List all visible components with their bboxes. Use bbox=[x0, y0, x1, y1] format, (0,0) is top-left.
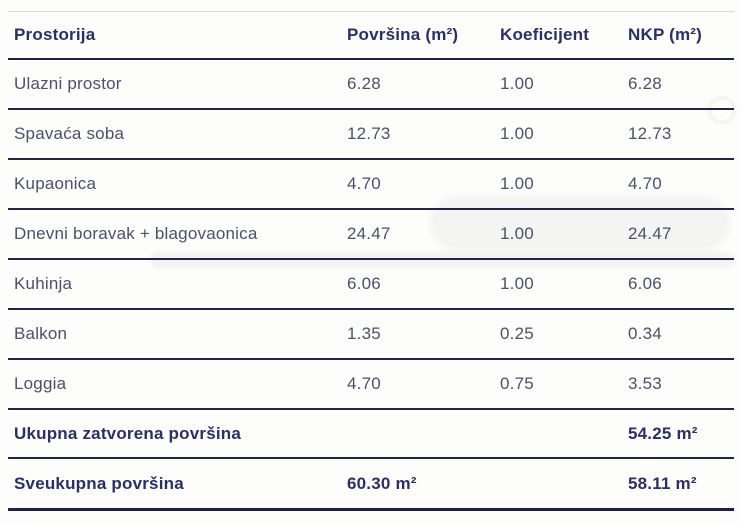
nkp-cell: 0.34 bbox=[628, 324, 662, 343]
area-cell: 1.35 bbox=[347, 324, 381, 343]
nkp-cell: 12.73 bbox=[628, 124, 672, 143]
column-header-area: Površina (m²) bbox=[347, 25, 459, 44]
table-row: Loggia 4.70 0.75 3.53 bbox=[8, 360, 734, 410]
room-name-cell: Kupaonica bbox=[14, 174, 97, 193]
area-cell: 12.73 bbox=[347, 124, 391, 143]
table-row: Ulazni prostor 6.28 1.00 6.28 bbox=[8, 60, 734, 110]
nkp-cell: 24.47 bbox=[628, 224, 672, 243]
grand-total-row: Sveukupna površina 60.30 m² 58.11 m² bbox=[8, 459, 734, 511]
room-name-cell: Dnevni boravak + blagovaonica bbox=[14, 224, 258, 243]
area-cell: 4.70 bbox=[347, 174, 381, 193]
area-cell: 24.47 bbox=[347, 224, 391, 243]
room-name-cell: Spavaća soba bbox=[14, 124, 125, 143]
nkp-cell: 3.53 bbox=[628, 374, 662, 393]
coefficient-cell: 1.00 bbox=[500, 224, 534, 243]
nkp-total-value: 54.25 m² bbox=[628, 423, 698, 443]
coefficient-cell: 1.00 bbox=[500, 124, 534, 143]
coefficient-cell: 1.00 bbox=[500, 274, 534, 293]
room-name-cell: Balkon bbox=[14, 324, 68, 343]
coefficient-cell: 1.00 bbox=[500, 174, 534, 193]
nkp-cell: 4.70 bbox=[628, 174, 662, 193]
room-name-cell: Loggia bbox=[14, 374, 67, 393]
column-header-nkp: NKP (m²) bbox=[628, 25, 703, 44]
nkp-total-value: 58.11 m² bbox=[628, 473, 697, 493]
rooms-table: Prostorija Površina (m²) Koeficijent NKP… bbox=[8, 11, 734, 511]
room-name-cell: Kuhinja bbox=[14, 274, 73, 293]
table-header-row: Prostorija Površina (m²) Koeficijent NKP… bbox=[8, 12, 734, 60]
area-cell: 4.70 bbox=[347, 374, 381, 393]
table-row: Kuhinja 6.06 1.00 6.06 bbox=[8, 260, 734, 310]
total-label: Ukupna zatvorena površina bbox=[14, 423, 242, 443]
coefficient-cell: 1.00 bbox=[500, 74, 534, 93]
area-cell: 6.28 bbox=[347, 74, 381, 93]
nkp-cell: 6.28 bbox=[628, 74, 662, 93]
area-cell: 6.06 bbox=[347, 274, 381, 293]
area-total-value: 60.30 m² bbox=[347, 473, 417, 493]
table-row: Kupaonica 4.70 1.00 4.70 bbox=[8, 160, 734, 210]
total-label: Sveukupna površina bbox=[14, 473, 184, 493]
table-row: Balkon 1.35 0.25 0.34 bbox=[8, 310, 734, 360]
coefficient-cell: 0.75 bbox=[500, 374, 534, 393]
coefficient-cell: 0.25 bbox=[500, 324, 534, 343]
column-header-room: Prostorija bbox=[14, 25, 96, 44]
room-name-cell: Ulazni prostor bbox=[14, 74, 122, 93]
total-enclosed-area-row: Ukupna zatvorena površina 54.25 m² bbox=[8, 410, 734, 459]
table-row: Spavaća soba 12.73 1.00 12.73 bbox=[8, 110, 734, 160]
nkp-cell: 6.06 bbox=[628, 274, 662, 293]
table-row: Dnevni boravak + blagovaonica 24.47 1.00… bbox=[8, 210, 734, 260]
column-header-coefficient: Koeficijent bbox=[500, 25, 590, 44]
